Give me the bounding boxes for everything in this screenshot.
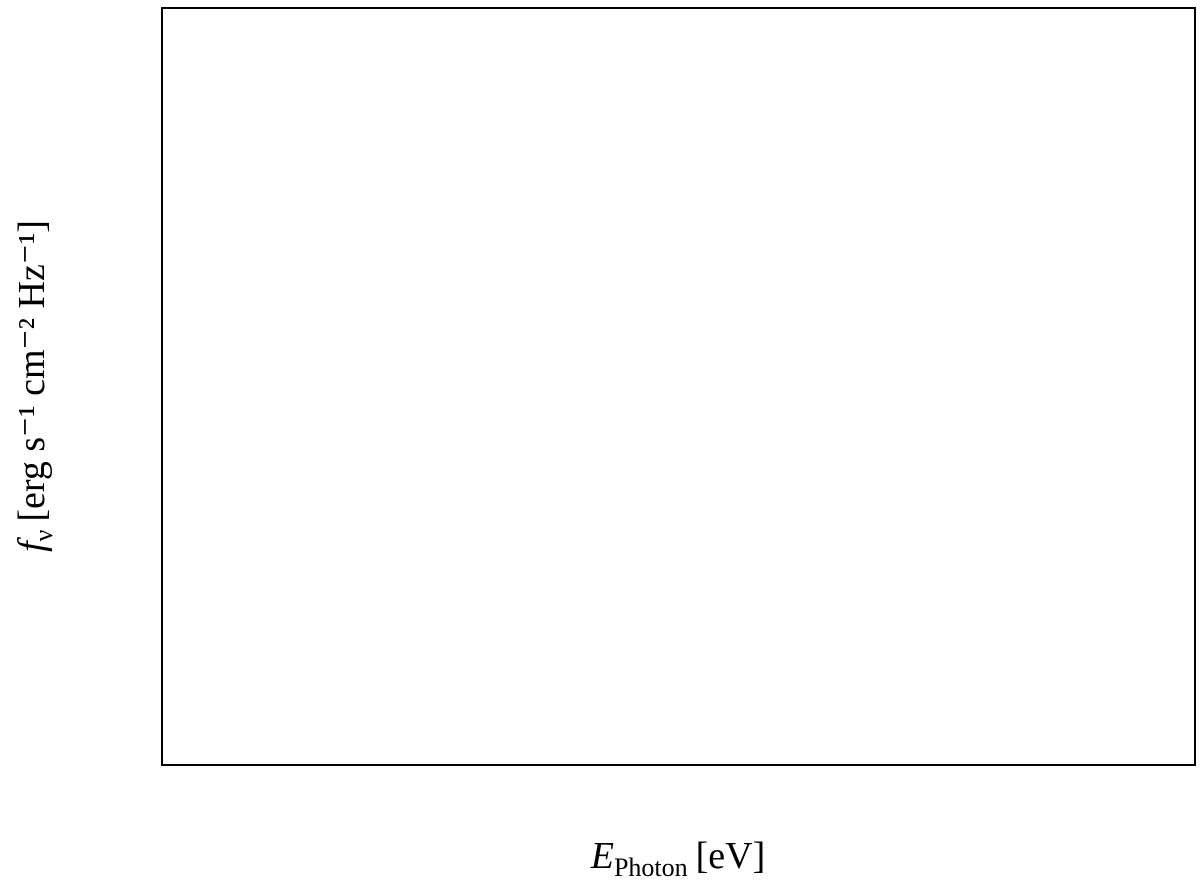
y-axis-label: fν[erg s⁻¹ cm⁻² Hz⁻¹] xyxy=(11,220,58,552)
x-axis-label: EPhoton [eV] xyxy=(590,835,766,882)
x-label-unit: [eV] xyxy=(696,835,766,877)
y-label-unit: [erg s⁻¹ cm⁻² Hz⁻¹] xyxy=(11,220,53,522)
x-label-sub: Photon xyxy=(614,853,688,882)
y-label-sub: ν xyxy=(29,529,58,541)
x-label-main: E xyxy=(590,835,614,877)
plot-frame xyxy=(161,7,1196,766)
